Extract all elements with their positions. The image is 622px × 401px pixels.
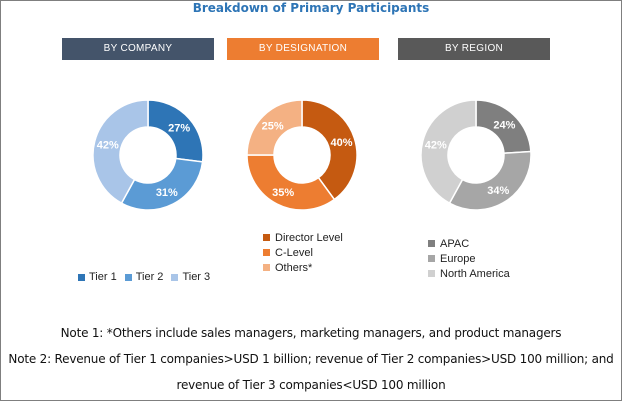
data-label-europe: 34% [487, 185, 509, 197]
slice-tier-3 [92, 99, 149, 205]
data-label-tier-3: 42% [97, 140, 119, 152]
data-label-c-level: 35% [272, 187, 294, 199]
data-label-north-america: 42% [425, 140, 447, 152]
region-donut: 24% 34% 42% [420, 99, 532, 211]
legend-swatch [263, 234, 270, 241]
slice-tier-1 [147, 99, 204, 163]
legend-item-others: Others* [263, 260, 343, 275]
legend-swatch [78, 273, 85, 281]
legend-label: Europe [440, 252, 476, 265]
legend-label: C-Level [275, 246, 313, 259]
legend-label: Director Level [275, 231, 343, 244]
legend-label: North America [440, 267, 510, 280]
legend-label: Tier 1 [89, 271, 117, 283]
note-1: Note 1: *Others include sales managers, … [60, 326, 562, 340]
legend-swatch [263, 249, 270, 256]
slice-europe [448, 150, 532, 211]
slice-tier-2 [120, 157, 204, 211]
legend-label: Tier 3 [182, 271, 211, 283]
designation-legend: Director Level C-Level Others* [263, 230, 343, 275]
legend-swatch [263, 264, 270, 271]
legend-swatch [428, 255, 435, 262]
legend-item-tier-3: Tier 3 [171, 271, 210, 283]
legend-item-europe: Europe [428, 251, 510, 266]
company-legend: Tier 1 Tier 2 Tier 3 [78, 271, 218, 283]
slice-c-level [246, 154, 336, 211]
legend-item-director-level: Director Level [263, 230, 343, 245]
legend-item-north-america: North America [428, 266, 510, 281]
legend-item-apac: APAC [428, 236, 510, 251]
data-label-director-level: 40% [330, 137, 352, 149]
legend-label: Others* [275, 261, 313, 274]
company-donut: 27% 31% 42% [92, 99, 204, 211]
designation-donut: 40% 35% 25% [246, 99, 358, 211]
chart-title: Breakdown of Primary Participants [192, 1, 430, 15]
data-label-tier-2: 31% [156, 187, 178, 199]
by-region-banner: BY REGION [398, 38, 550, 60]
data-label-apac: 24% [493, 120, 515, 132]
legend-item-c-level: C-Level [263, 245, 343, 260]
legend-item-tier-2: Tier 2 [124, 271, 164, 283]
note-2-line-1: Note 2: Revenue of Tier 1 companies>USD … [8, 352, 614, 366]
slice-north-america [420, 99, 477, 205]
region-legend: APAC Europe North America [428, 236, 510, 281]
by-company-banner: BY COMPANY [62, 38, 214, 60]
legend-item-tier-1: Tier 1 [78, 271, 117, 283]
legend-swatch [428, 270, 435, 277]
legend-label: Tier 2 [135, 271, 164, 283]
legend-swatch [124, 273, 132, 281]
data-label-tier-1: 27% [168, 123, 190, 135]
data-label-others: 25% [262, 121, 284, 133]
legend-label: APAC [440, 237, 470, 250]
note-2-line-2: revenue of Tier 3 companies<USD 100 mill… [176, 378, 446, 392]
slice-director-level [301, 99, 358, 201]
slice-others [246, 99, 303, 156]
by-designation-banner: BY DESIGNATION [227, 38, 379, 60]
legend-swatch [171, 273, 179, 281]
legend-swatch [428, 240, 435, 247]
